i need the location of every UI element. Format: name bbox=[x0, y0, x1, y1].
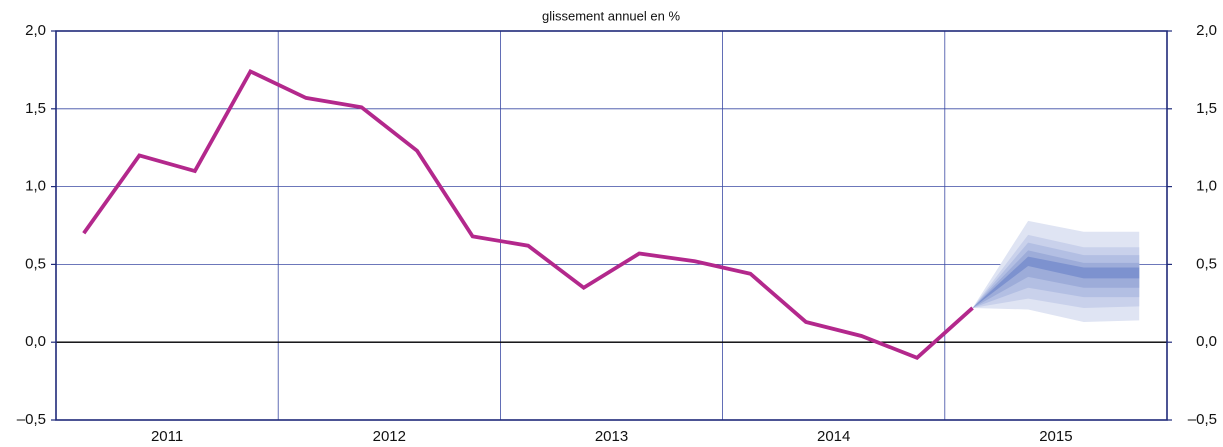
x-tick-label: 2014 bbox=[817, 428, 850, 445]
y-tick-label: 0,0 bbox=[25, 333, 46, 350]
y-tick-label: –0,5 bbox=[17, 411, 46, 428]
y-tick-label: 2,0 bbox=[25, 22, 46, 39]
x-tick-label: 2015 bbox=[1039, 428, 1072, 445]
line bbox=[82, 68, 974, 360]
x-tick-label: 2012 bbox=[373, 428, 406, 445]
y-tick-label: 0,5 bbox=[25, 255, 46, 272]
y2-tick-label: 2,0 bbox=[1196, 22, 1217, 39]
fan-band bbox=[972, 250, 1140, 308]
y-tick-label: 1,5 bbox=[25, 100, 46, 117]
y2-tick-label: 1,0 bbox=[1196, 178, 1217, 195]
y2-tick-label: 0,0 bbox=[1196, 333, 1217, 350]
y2-tick-label: 1,5 bbox=[1196, 100, 1217, 117]
x-tick-label: 2011 bbox=[151, 428, 183, 445]
y2-tick-label: –0,5 bbox=[1188, 411, 1217, 428]
y-tick-label: 1,0 bbox=[25, 178, 46, 195]
x-tick-label: 2013 bbox=[595, 428, 628, 445]
plot-frame bbox=[55, 30, 1168, 421]
y2-tick-label: 0,5 bbox=[1196, 255, 1217, 272]
chart-subtitle: glissement annuel en % bbox=[542, 8, 680, 23]
fan-band bbox=[972, 256, 1140, 308]
